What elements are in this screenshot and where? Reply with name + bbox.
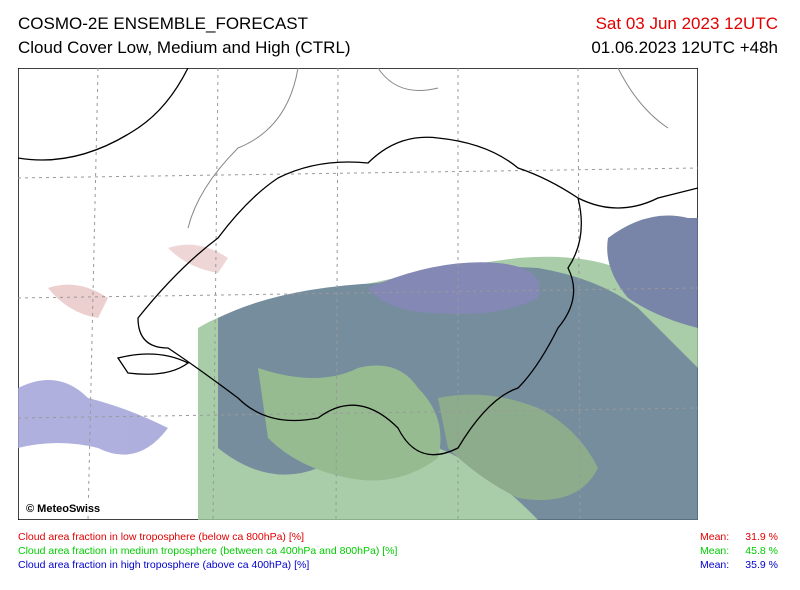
mean-label: Mean: bbox=[700, 531, 730, 543]
map: © MeteoSwiss bbox=[18, 68, 698, 520]
legend-label: Cloud area fraction in high troposphere … bbox=[18, 559, 310, 571]
legend-label: Cloud area fraction in low troposphere (… bbox=[18, 531, 304, 543]
mean-value: 45.8 % bbox=[745, 545, 778, 557]
legend-label: Cloud area fraction in medium tropospher… bbox=[18, 545, 398, 557]
title: COSMO-2E ENSEMBLE_FORECAST bbox=[18, 14, 309, 33]
mean-value: 31.9 % bbox=[745, 531, 778, 543]
run-time: 01.06.2023 12UTC +48h bbox=[591, 38, 778, 57]
copyright: © MeteoSwiss bbox=[26, 503, 100, 515]
mean-label: Mean: bbox=[700, 545, 730, 557]
mean-label: Mean: bbox=[700, 559, 730, 571]
valid-time: Sat 03 Jun 2023 12UTC bbox=[595, 14, 778, 33]
subtitle: Cloud Cover Low, Medium and High (CTRL) bbox=[18, 38, 351, 57]
mean-value: 35.9 % bbox=[745, 559, 778, 571]
